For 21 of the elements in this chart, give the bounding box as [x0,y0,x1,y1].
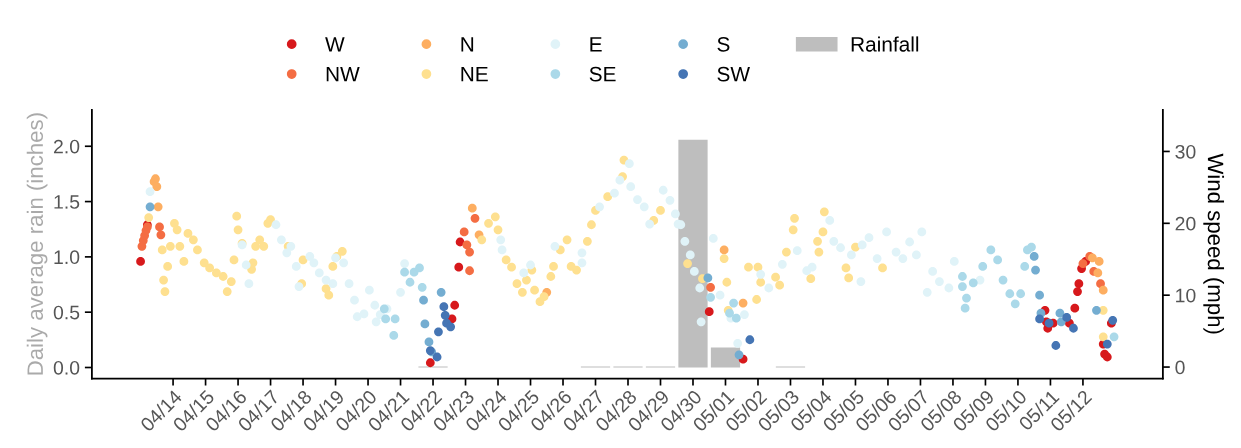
legend-label: W [325,37,345,52]
y2-tick-label: 0 [1175,360,1185,375]
y-tick-label: 2.0 [53,139,80,154]
legend-label: E [590,37,602,52]
y2-tick-label: 20 [1175,216,1196,231]
y2-tick-label: 10 [1176,288,1196,303]
y2-axis-title: Wind speed (mph) [1203,153,1225,334]
legend-label: SW [717,66,750,82]
legend-label: SE [589,66,616,82]
legend-label: NE [461,66,488,82]
y-axis-title: Daily average rain (inches) [26,113,48,375]
y2-tick-label: 30 [1175,144,1196,159]
legend-label: Rainfall [851,36,919,52]
legend-label: NW [326,66,360,82]
legend-label: N [461,37,474,52]
y-tick-label: 0.0 [53,360,80,375]
bar [678,139,708,368]
y-tick-label: 1.0 [54,250,80,265]
y-tick-label: 0.5 [53,305,80,320]
legend-label: S [717,36,730,52]
y-tick-label: 1.5 [54,195,80,209]
